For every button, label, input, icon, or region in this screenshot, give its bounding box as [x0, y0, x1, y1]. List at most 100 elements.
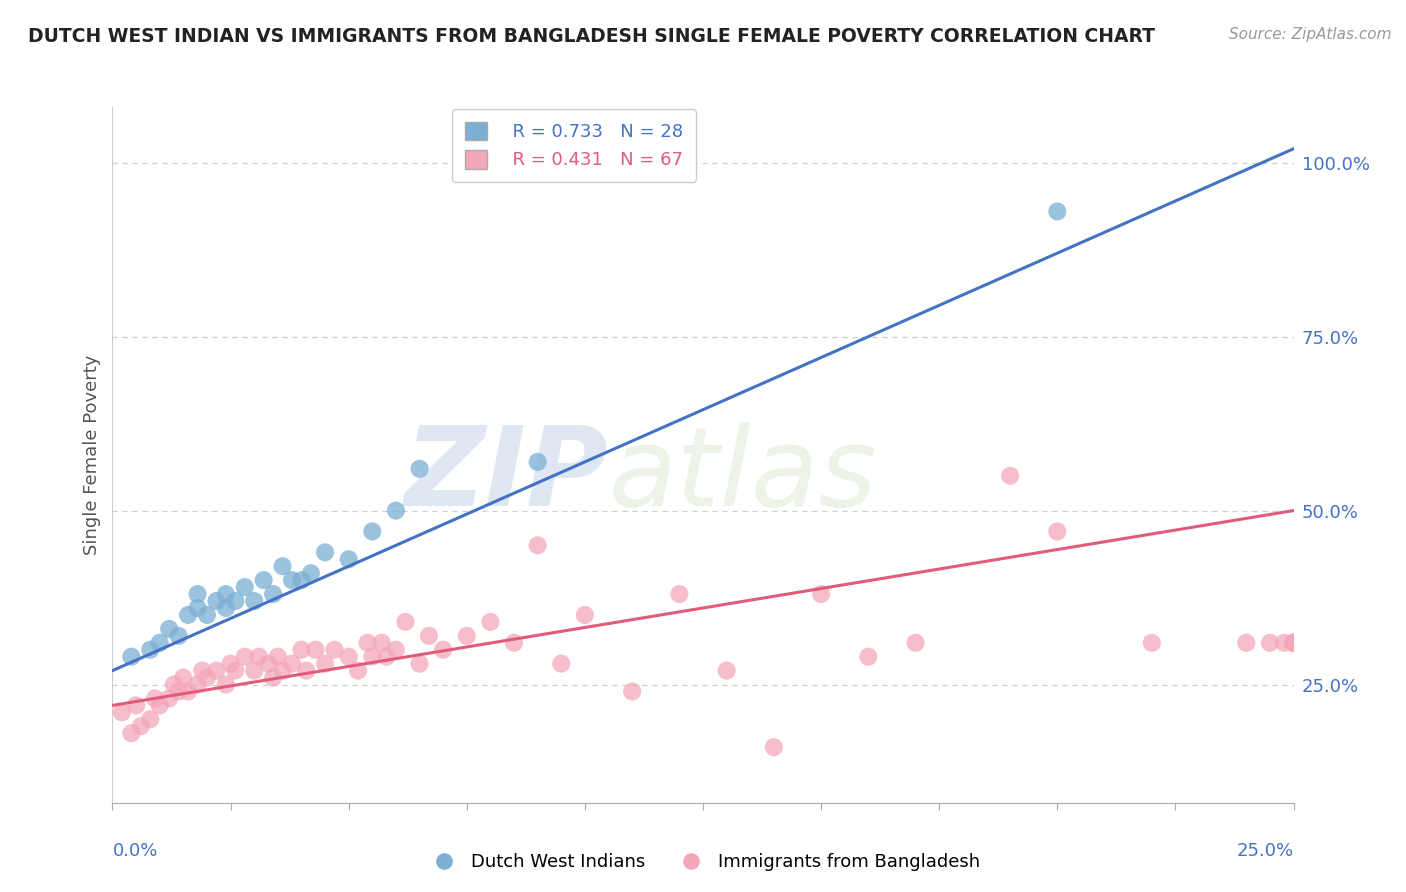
- Point: [1046, 204, 1069, 219]
- Point: [157, 622, 180, 636]
- Point: [186, 587, 208, 601]
- Point: [337, 649, 360, 664]
- Point: [1234, 636, 1257, 650]
- Point: [219, 657, 242, 671]
- Point: [810, 587, 832, 601]
- Point: [172, 671, 194, 685]
- Point: [314, 545, 336, 559]
- Point: [177, 684, 200, 698]
- Point: [375, 649, 398, 664]
- Point: [408, 462, 430, 476]
- Point: [125, 698, 148, 713]
- Point: [304, 642, 326, 657]
- Legend: Dutch West Indians, Immigrants from Bangladesh: Dutch West Indians, Immigrants from Bang…: [419, 847, 987, 879]
- Point: [224, 594, 246, 608]
- Point: [371, 636, 394, 650]
- Point: [290, 573, 312, 587]
- Point: [347, 664, 370, 678]
- Point: [290, 642, 312, 657]
- Point: [243, 664, 266, 678]
- Point: [205, 664, 228, 678]
- Point: [1282, 636, 1305, 650]
- Y-axis label: Single Female Poverty: Single Female Poverty: [83, 355, 101, 555]
- Point: [503, 636, 526, 650]
- Point: [215, 587, 238, 601]
- Point: [299, 566, 322, 581]
- Point: [195, 607, 218, 622]
- Point: [1282, 636, 1305, 650]
- Point: [163, 677, 186, 691]
- Point: [394, 615, 416, 629]
- Point: [233, 649, 256, 664]
- Point: [526, 455, 548, 469]
- Point: [224, 664, 246, 678]
- Point: [177, 607, 200, 622]
- Point: [271, 559, 294, 574]
- Point: [361, 649, 384, 664]
- Text: DUTCH WEST INDIAN VS IMMIGRANTS FROM BANGLADESH SINGLE FEMALE POVERTY CORRELATIO: DUTCH WEST INDIAN VS IMMIGRANTS FROM BAN…: [28, 27, 1156, 45]
- Point: [1282, 636, 1305, 650]
- Point: [526, 538, 548, 552]
- Point: [247, 649, 270, 664]
- Point: [418, 629, 440, 643]
- Point: [257, 657, 280, 671]
- Point: [904, 636, 927, 650]
- Point: [385, 503, 408, 517]
- Point: [149, 698, 172, 713]
- Point: [195, 671, 218, 685]
- Point: [1282, 636, 1305, 650]
- Point: [408, 657, 430, 671]
- Point: [1272, 636, 1295, 650]
- Point: [271, 664, 294, 678]
- Point: [243, 594, 266, 608]
- Point: [385, 642, 408, 657]
- Point: [120, 726, 142, 740]
- Point: [186, 677, 208, 691]
- Point: [167, 684, 190, 698]
- Point: [233, 580, 256, 594]
- Point: [215, 601, 238, 615]
- Point: [191, 664, 214, 678]
- Point: [157, 691, 180, 706]
- Point: [129, 719, 152, 733]
- Point: [267, 649, 290, 664]
- Point: [143, 691, 166, 706]
- Point: [281, 573, 304, 587]
- Point: [456, 629, 478, 643]
- Point: [432, 642, 454, 657]
- Point: [295, 664, 318, 678]
- Point: [120, 649, 142, 664]
- Point: [215, 677, 238, 691]
- Point: [998, 468, 1021, 483]
- Text: Source: ZipAtlas.com: Source: ZipAtlas.com: [1229, 27, 1392, 42]
- Point: [574, 607, 596, 622]
- Point: [186, 601, 208, 615]
- Point: [323, 642, 346, 657]
- Legend:   R = 0.733   N = 28,   R = 0.431   N = 67: R = 0.733 N = 28, R = 0.431 N = 67: [453, 109, 696, 182]
- Point: [314, 657, 336, 671]
- Point: [337, 552, 360, 566]
- Point: [139, 642, 162, 657]
- Point: [716, 664, 738, 678]
- Point: [1046, 524, 1069, 539]
- Point: [668, 587, 690, 601]
- Point: [205, 594, 228, 608]
- Point: [1258, 636, 1281, 650]
- Text: atlas: atlas: [609, 422, 877, 529]
- Point: [356, 636, 378, 650]
- Point: [762, 740, 785, 755]
- Point: [550, 657, 572, 671]
- Point: [361, 524, 384, 539]
- Text: 25.0%: 25.0%: [1236, 842, 1294, 860]
- Point: [149, 636, 172, 650]
- Text: 0.0%: 0.0%: [112, 842, 157, 860]
- Point: [621, 684, 644, 698]
- Point: [1282, 636, 1305, 650]
- Text: ZIP: ZIP: [405, 422, 609, 529]
- Point: [253, 573, 276, 587]
- Point: [858, 649, 880, 664]
- Point: [281, 657, 304, 671]
- Point: [262, 587, 284, 601]
- Point: [167, 629, 190, 643]
- Point: [479, 615, 502, 629]
